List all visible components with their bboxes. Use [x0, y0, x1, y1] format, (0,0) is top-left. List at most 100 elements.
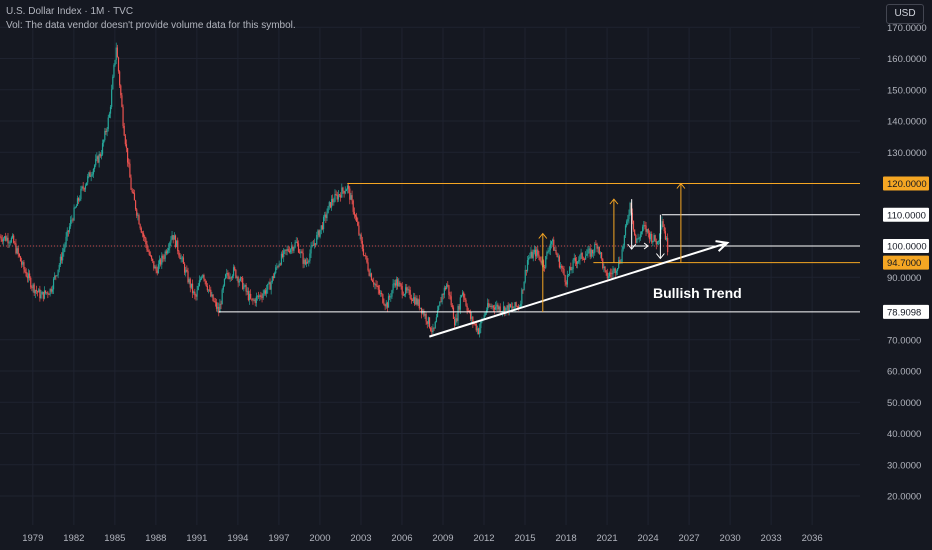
candle-body [460, 295, 463, 298]
candle-body [459, 297, 461, 310]
time-tick-label: 1988 [145, 533, 166, 544]
candle-body [260, 295, 262, 297]
candle-body [487, 303, 489, 311]
candle-body [157, 264, 159, 274]
candle-body [569, 267, 571, 274]
candle-body [165, 251, 167, 254]
candle-body [144, 236, 146, 239]
candle-body [368, 270, 370, 276]
candle-body [506, 305, 508, 308]
candle-body [302, 253, 304, 264]
candle-body [9, 242, 11, 244]
candle-body [616, 268, 619, 271]
candle-body [446, 284, 448, 290]
candle-body [385, 302, 387, 307]
candle-body [383, 302, 385, 306]
time-tick-label: 2006 [391, 533, 412, 544]
candle-body [539, 256, 541, 261]
candle-body [215, 302, 218, 309]
candle-body [297, 243, 300, 253]
candle-body [264, 290, 267, 294]
candle-body [114, 60, 116, 66]
price-axis-bg [862, 0, 932, 550]
candle-body [631, 212, 633, 221]
candle-body [599, 252, 602, 254]
candle-body [654, 235, 656, 242]
candle-body [121, 95, 123, 107]
candle-body [461, 292, 464, 296]
candle-body [386, 302, 388, 308]
candle-body [645, 225, 647, 232]
volume-note: Vol: The data vendor doesn't provide vol… [6, 20, 296, 31]
gold-arrow-head [609, 198, 619, 205]
candle-body [439, 301, 441, 307]
candle-body [248, 293, 251, 301]
candle-body [54, 275, 56, 279]
candle-body [469, 311, 472, 319]
candle-body [578, 259, 580, 262]
candle-body [203, 274, 205, 280]
candle-body [567, 273, 570, 276]
candle-body [270, 282, 272, 290]
candle-body [10, 237, 12, 243]
candle-body [170, 239, 172, 243]
candle-body [279, 263, 281, 265]
candle-body [310, 246, 312, 254]
candle-body [316, 234, 318, 245]
candle-body [354, 215, 357, 217]
candle-body [496, 304, 498, 307]
bullish-trend-label: Bullish Trend [653, 285, 742, 301]
candle-body [398, 282, 400, 287]
price-label-box [883, 239, 929, 253]
candle-body [250, 293, 252, 299]
candle-body [128, 162, 130, 164]
price-axis[interactable]: 20.0000 30.0000 40.0000 50.0000 60.0000 70.00… [862, 0, 932, 550]
candle-body [454, 318, 456, 326]
grid-lines [0, 26, 860, 525]
price-tick-label: 60.0000 [887, 367, 921, 378]
candle-body [351, 195, 353, 201]
candle-body [603, 266, 605, 269]
candle-body [636, 238, 638, 243]
candle-body [575, 261, 578, 264]
candle-body [530, 251, 532, 257]
candle-body [436, 310, 439, 318]
candle-body [585, 255, 587, 260]
candle-body [301, 251, 303, 254]
candle-body [451, 305, 453, 308]
candle-body [32, 284, 34, 288]
candle-body [457, 306, 459, 321]
candle-body [534, 249, 537, 257]
candle-body [329, 202, 332, 208]
candle-body [213, 300, 215, 302]
time-axis[interactable]: 1979 1982 1985 1988 1991 1994 1997 2000 2003 2006… [22, 533, 822, 544]
candle-body [378, 289, 381, 294]
candle-body [447, 284, 449, 286]
candle-body [65, 236, 67, 245]
candle-body [87, 176, 89, 183]
candle-body [640, 231, 643, 235]
candle-body [532, 252, 534, 259]
candle-body [153, 261, 155, 269]
candle-body [197, 286, 199, 291]
candlestick-series [0, 42, 669, 338]
price-label-text: 110.0000 [887, 210, 926, 221]
candle-body [209, 289, 211, 291]
candle-body [549, 243, 551, 251]
candle-body [564, 275, 566, 283]
currency-button[interactable]: USD [886, 4, 924, 24]
candle-body [88, 172, 90, 177]
candle-body [365, 255, 367, 257]
candle-body [356, 216, 358, 222]
candle-body [201, 277, 203, 279]
candle-body [186, 269, 188, 272]
candle-body [103, 139, 105, 144]
candle-body [262, 293, 264, 298]
candle-body [371, 280, 374, 282]
candle-body [389, 296, 391, 298]
candle-body [284, 249, 286, 251]
time-tick-label: 1985 [104, 533, 125, 544]
candle-body [495, 306, 497, 310]
candle-body [655, 241, 657, 245]
